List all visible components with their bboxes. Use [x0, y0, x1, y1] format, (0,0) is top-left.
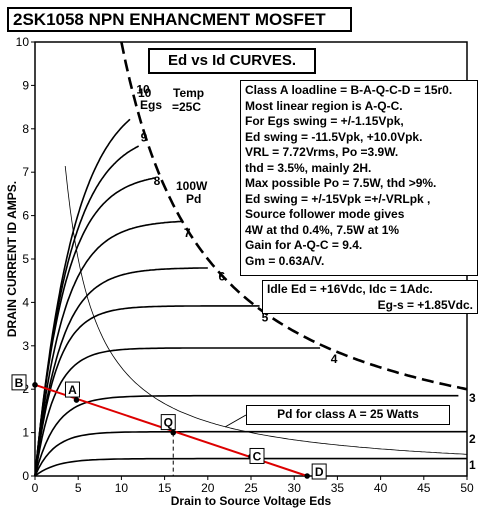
idle-box: Idle Ed = +16Vdc, Idc = 1Adc. Eg-s = +1.…	[262, 280, 478, 314]
egs-ten-label: 10	[138, 86, 152, 100]
point-label-box	[11, 374, 27, 391]
curve-line	[34, 347, 321, 477]
curve-line	[34, 430, 467, 477]
curve-label: 4	[331, 352, 338, 366]
note-line: Gain for A-Q-C = 9.4.	[245, 238, 363, 252]
note-line: 4W at thd 0.4%, 7.5W at 1%	[245, 222, 400, 237]
note-line: Ed swing = -11.5Vpk, +10.0Vpk.	[245, 129, 423, 144]
x-tick-label: 15	[158, 481, 172, 495]
curve-label: 9	[141, 130, 148, 144]
point-marker	[304, 473, 310, 479]
curve-label: 8	[154, 174, 161, 188]
curve-line	[34, 267, 208, 477]
curve-label: 7	[184, 226, 191, 240]
x-tick-label: 30	[288, 481, 302, 495]
point-label-box	[311, 463, 327, 480]
curve-line	[34, 394, 459, 477]
notes-box: Class A loadline = B-A-Q-C-D = 15r0. Mos…	[240, 80, 478, 276]
curve-label: 6	[218, 269, 225, 283]
pd-class-a-curve	[64, 165, 468, 455]
x-tick-label: 40	[374, 481, 388, 495]
x-tick-label: 20	[201, 481, 215, 495]
curve-line	[34, 305, 260, 477]
y-tick-label: 3	[22, 339, 29, 353]
pd100-label: 100W	[176, 179, 208, 193]
idle-line-2: Eg-s = +1.85Vdc.	[377, 297, 473, 312]
pd-class-a-pointer	[224, 414, 247, 428]
point-label-box	[160, 414, 176, 431]
point-label: Q	[164, 416, 173, 430]
point-label-box	[249, 447, 265, 464]
note-line: For Egs swing = +/-1.15Vpk,	[245, 114, 404, 128]
y-tick-label: 8	[22, 122, 29, 136]
pd-100w-limit	[120, 41, 468, 391]
x-tick-label: 5	[75, 481, 82, 495]
point-label: B	[15, 376, 24, 390]
egs-label: Egs	[140, 98, 162, 112]
curve-label: 2	[469, 432, 476, 446]
y-axis-title: DRAIN CURRENT ID AMPS.	[5, 181, 19, 337]
y-tick-label: 1	[22, 426, 29, 440]
curve-line	[34, 145, 140, 477]
note-line: Most linear region is A-Q-C.	[245, 98, 403, 113]
note-line: Max possible Po = 7.5W, thd >9%.	[245, 176, 437, 190]
point-marker	[73, 397, 80, 403]
point-marker	[170, 429, 177, 436]
y-tick-label: 4	[22, 295, 29, 309]
x-tick-label: 35	[331, 481, 345, 495]
y-tick-label: 10	[16, 35, 30, 49]
curve-label: 1	[469, 458, 476, 472]
point-label: A	[68, 383, 77, 397]
chart-title: 2SK1058 NPN ENHANCMENT MOSFET	[7, 7, 352, 32]
y-tick-label: 5	[22, 252, 29, 266]
note-line: Gm = 0.63A/V.	[245, 253, 325, 268]
y-tick-label: 6	[22, 209, 29, 223]
y-tick-label: 7	[22, 165, 29, 179]
y-tick-label: 9	[22, 78, 29, 92]
curve-label: 10	[136, 83, 150, 97]
point-label: D	[315, 465, 324, 479]
curve-label: 3	[469, 391, 476, 405]
point-marker	[32, 382, 38, 388]
idle-line-1: Idle Ed = +16Vdc, Idc = 1Adc.	[267, 282, 433, 296]
note-line: VRL = 7.72Vrms, Po =3.9W.	[245, 145, 399, 159]
curve-line	[34, 220, 182, 477]
temp-label: Temp	[173, 86, 204, 100]
x-tick-label: 10	[115, 481, 129, 495]
curve-line	[34, 118, 131, 477]
x-tick-label: 25	[244, 481, 258, 495]
curves-title: Ed vs Id CURVES.	[148, 48, 316, 74]
note-line: thd = 3.5%, mainly 2H.	[245, 160, 372, 175]
note-line: Class A loadline = B-A-Q-C-D = 15r0.	[245, 83, 453, 97]
x-tick-label: 45	[417, 481, 431, 495]
point-label: C	[253, 449, 262, 463]
note-line: Source follower mode gives	[245, 207, 405, 221]
x-tick-label: 50	[460, 481, 474, 495]
x-tick-label: 0	[32, 481, 39, 495]
curve-label: 5	[262, 311, 269, 325]
point-label-box	[64, 381, 80, 398]
note-line: Ed swing = +/-15Vpk =+/-VRLpk ,	[245, 191, 431, 206]
pd100-unit: Pd	[186, 192, 201, 206]
curve-line	[34, 177, 157, 477]
temp-value: =25C	[172, 100, 201, 114]
pd-class-a-label: Pd for class A = 25 Watts	[246, 405, 450, 425]
x-axis-title: Drain to Source Voltage Eds	[171, 494, 332, 508]
y-tick-label: 0	[22, 469, 29, 483]
